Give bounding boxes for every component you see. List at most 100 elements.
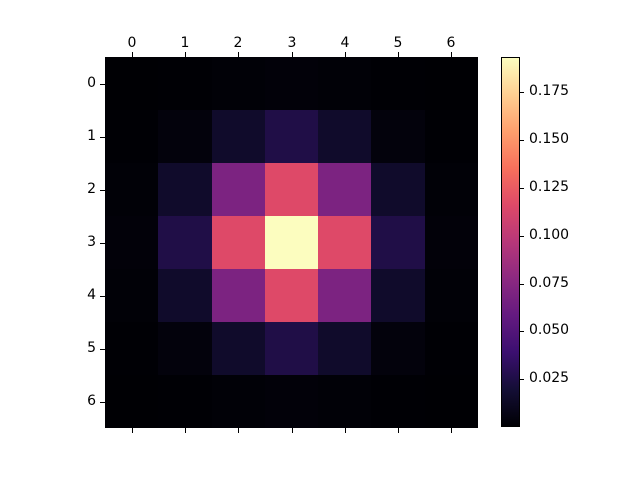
tick-mark [398,52,399,57]
heatmap-cell [158,57,212,110]
tick-mark [520,188,524,189]
tick-mark [451,52,452,57]
colorbar-gradient [502,58,519,426]
heatmap-cell [264,375,319,428]
heatmap-cell [424,322,478,375]
x-tick-label: 0 [127,35,137,51]
y-tick-label: 3 [87,234,96,250]
tick-mark [345,428,346,433]
colorbar-tick-label: 0.025 [529,370,570,386]
heatmap-cell [318,322,372,375]
heatmap-grid [105,57,478,428]
x-tick-label: 3 [287,35,297,51]
y-tick-label: 6 [87,393,96,409]
tick-mark [520,140,524,141]
x-tick-label: 6 [446,35,456,51]
heatmap-cell [264,216,319,269]
y-tick-label: 1 [87,128,96,144]
tick-mark [345,52,346,57]
colorbar-tick-label: 0.150 [529,131,570,147]
heatmap-cell [105,375,159,428]
y-tick-label: 0 [87,75,96,91]
tick-mark [132,52,133,57]
heatmap-cell [264,110,319,163]
heatmap-cell [264,163,319,216]
heatmap-cell [105,269,159,322]
heatmap-cell [318,375,372,428]
heatmap-cell [318,269,372,322]
heatmap-cell [424,375,478,428]
tick-mark [132,428,133,433]
tick-mark [100,243,105,244]
x-tick-label: 4 [340,35,350,51]
heatmap-cell [211,163,265,216]
y-tick-label: 5 [87,340,96,356]
heatmap-cell [158,375,212,428]
heatmap-cell [424,216,478,269]
heatmap-cell [158,110,212,163]
heatmap-axes [105,57,478,428]
tick-mark [520,284,524,285]
tick-mark [185,52,186,57]
heatmap-cell [211,375,265,428]
tick-mark [292,52,293,57]
heatmap-cell [158,216,212,269]
heatmap-cell [211,57,265,110]
heatmap-cell [318,216,372,269]
heatmap-cell [371,110,425,163]
tick-mark [185,428,186,433]
tick-mark [520,92,524,93]
heatmap-cell [158,269,212,322]
y-tick-label: 4 [87,287,96,303]
colorbar-tick-label: 0.050 [529,322,570,338]
colorbar-tick-label: 0.125 [529,179,570,195]
tick-mark [238,428,239,433]
heatmap-cell [371,269,425,322]
tick-mark [100,349,105,350]
x-tick-label: 2 [233,35,243,51]
heatmap-cell [158,163,212,216]
heatmap-cell [105,57,159,110]
heatmap-cell [371,163,425,216]
colorbar-tick-label: 0.175 [529,83,570,99]
heatmap-cell [318,163,372,216]
heatmap-cell [211,216,265,269]
tick-mark [520,236,524,237]
tick-mark [520,379,524,380]
tick-mark [238,52,239,57]
x-tick-label: 5 [393,35,403,51]
tick-mark [100,137,105,138]
heatmap-cell [105,163,159,216]
tick-mark [100,296,105,297]
heatmap-cell [211,322,265,375]
tick-mark [398,428,399,433]
heatmap-cell [424,163,478,216]
tick-mark [451,428,452,433]
heatmap-cell [158,322,212,375]
heatmap-cell [371,216,425,269]
heatmap-cell [424,110,478,163]
heatmap-cell [371,322,425,375]
heatmap-cell [105,216,159,269]
heatmap-cell [105,110,159,163]
colorbar-tick-label: 0.100 [529,227,570,243]
heatmap-cell [424,57,478,110]
heatmap-cell [371,57,425,110]
heatmap-cell [318,57,372,110]
colorbar-tick-label: 0.075 [529,275,570,291]
heatmap-cell [264,322,319,375]
heatmap-cell [371,375,425,428]
tick-mark [520,331,524,332]
x-tick-label: 1 [180,35,190,51]
heatmap-cell [318,110,372,163]
heatmap-cell [105,322,159,375]
tick-mark [100,84,105,85]
y-tick-label: 2 [87,181,96,197]
tick-mark [100,190,105,191]
heatmap-cell [211,269,265,322]
colorbar [501,57,520,427]
heatmap-cell [264,57,319,110]
heatmap-cell [424,269,478,322]
heatmap-cell [264,269,319,322]
